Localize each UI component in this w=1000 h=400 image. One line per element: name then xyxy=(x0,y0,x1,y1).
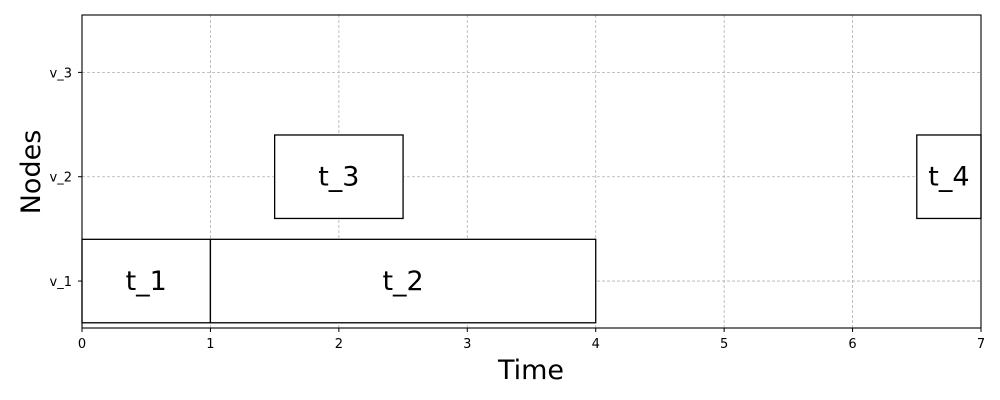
plot-frame xyxy=(81,14,982,329)
x-tick-label: 2 xyxy=(335,337,343,352)
x-tick-label: 4 xyxy=(592,337,600,352)
task-box-t2 xyxy=(209,238,597,324)
x-tick-label: 6 xyxy=(848,337,856,352)
x-tick-label: 3 xyxy=(463,337,471,352)
task-boxes: t_1 t_2 t_3 t_4 xyxy=(81,134,982,324)
y-tick-label: v_2 xyxy=(50,171,72,186)
y-tick-label: v_3 xyxy=(50,66,72,81)
task-label: t_3 xyxy=(318,162,359,193)
x-tick-label: 0 xyxy=(78,337,86,352)
y-tick-label: v_1 xyxy=(50,275,72,290)
task-label: t_4 xyxy=(928,162,969,193)
task-label: t_1 xyxy=(126,266,167,297)
x-tick-label: 5 xyxy=(720,337,728,352)
x-tick-label: 1 xyxy=(206,337,214,352)
y-axis-title: Nodes xyxy=(16,130,47,215)
task-box-t3 xyxy=(273,134,404,220)
x-axis-title: Time xyxy=(497,355,564,386)
task-label: t_2 xyxy=(382,266,423,297)
x-tick-label: 7 xyxy=(977,337,985,352)
axis-ticks: 0 1 2 3 4 5 6 7 v_1 v_2 v_3 xyxy=(50,66,986,352)
